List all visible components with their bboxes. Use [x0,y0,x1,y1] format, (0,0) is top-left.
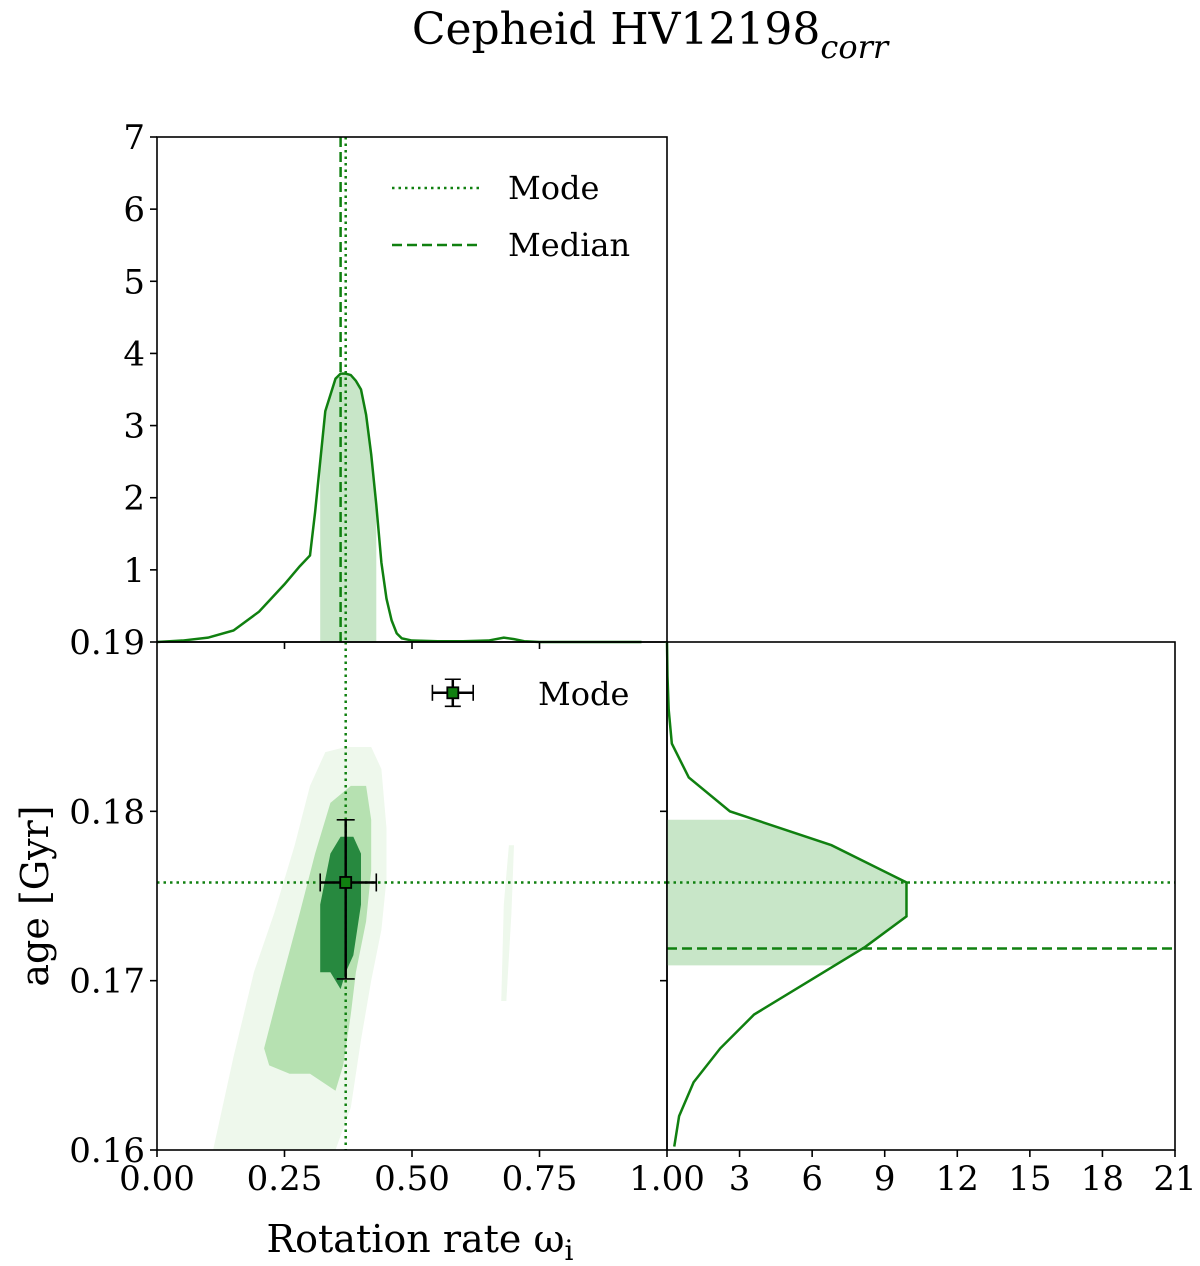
joint-ytick-label-1: 0.17 [69,962,145,1002]
y-axis-label: age [Gyr] [13,805,57,986]
figure-title: Cepheid HV12198corr [412,4,890,66]
omega-panel-frame [156,136,668,643]
joint-xtick-label-2: 0.50 [374,1159,450,1199]
contour-inner [320,836,361,990]
omega-credible-band [320,373,377,642]
legend-label-mode: Mode [538,675,629,713]
joint-ytick-label-3: 0.19 [69,623,145,663]
joint-ytick-label-2: 0.18 [69,792,145,832]
age-xtick-label-6: 6 [801,1159,823,1199]
omega-density-line [156,372,642,644]
joint-posterior-panel: Mode 0.00 0.25 0.50 0.75 1.00 0.16 0.17 0.18 0.19 [69,623,705,1199]
omega-ytick-label-7: 7 [123,118,145,158]
joint-ytick-label-0: 0.16 [69,1131,145,1171]
axis-labels: Rotation rate ωi age [Gyr] [13,805,573,1266]
omega-ytick-label-6: 6 [123,190,145,230]
age-xtick-label-12: 12 [936,1159,979,1199]
joint-xtick-label-0: 0.00 [119,1159,195,1199]
omega-ytick-label-4: 4 [123,334,145,374]
mode-estimate-marker [339,876,353,889]
age-panel-frame [666,641,1176,1151]
joint-xtick-label-1: 0.25 [247,1159,323,1199]
omega-ytick-label-5: 5 [123,262,145,302]
legend-label-dotted: Mode [508,169,599,207]
x-axis-label: Rotation rate ωi [267,1217,574,1266]
contour-outer-island [501,845,514,1001]
age-xtick-label-9: 9 [874,1159,896,1199]
legend-mode-marker [446,686,460,700]
legend-label-dashed: Median [508,226,630,264]
omega-ytick-label-2: 2 [123,479,145,519]
age-density-line [665,641,908,1147]
age-xtick-label-15: 15 [1008,1159,1051,1199]
joint-xtick-label-4: 1.00 [629,1159,705,1199]
age-xtick-label-3: 3 [729,1159,751,1199]
age-xtick-label-21: 21 [1153,1159,1196,1199]
omega-ytick-label-1: 1 [123,551,145,591]
age-marginal-panel: 3 6 9 12 15 18 21 [665,641,1197,1199]
omega-marginal-panel: 1 2 3 4 5 6 7 Mode Median [123,118,668,644]
age-credible-band [667,819,907,966]
omega-ytick-label-3: 3 [123,407,145,447]
age-xtick-label-18: 18 [1081,1159,1124,1199]
joint-xtick-label-3: 0.75 [502,1159,578,1199]
